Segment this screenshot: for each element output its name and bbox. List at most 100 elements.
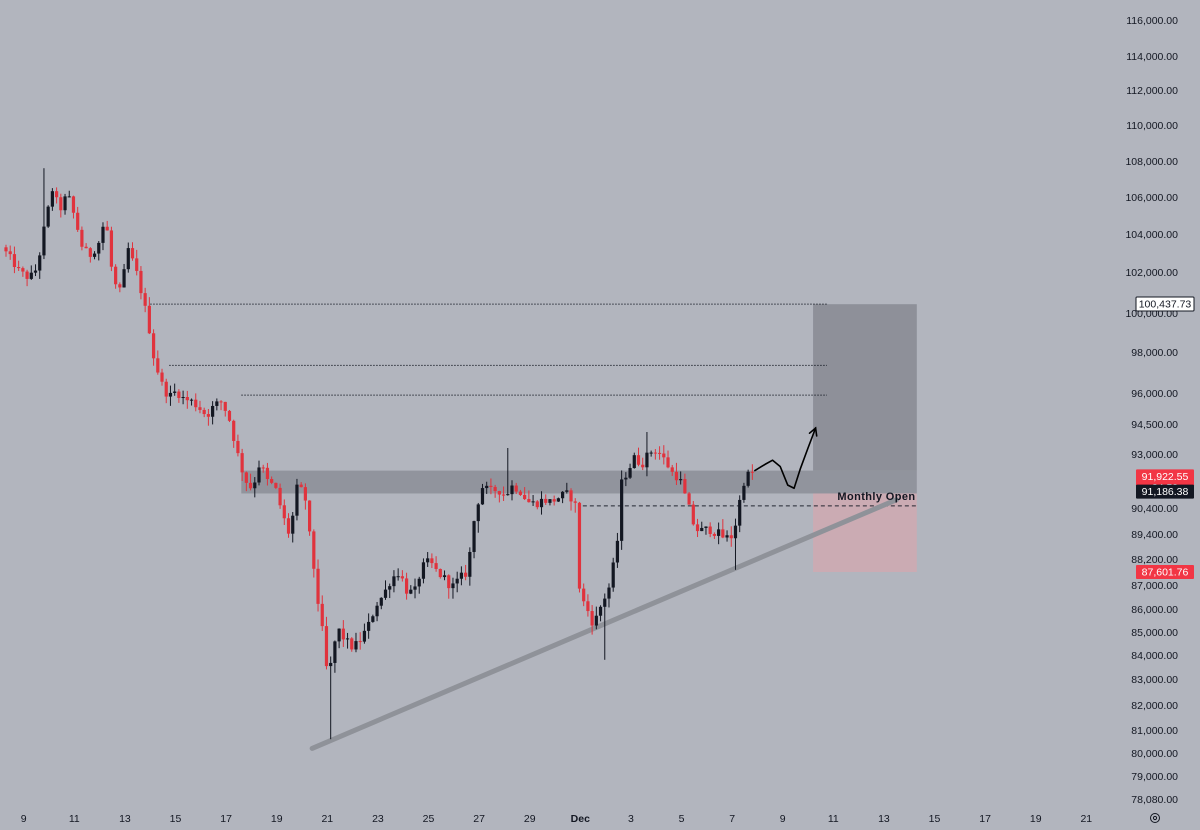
candle-body [455, 578, 459, 584]
candle [683, 473, 687, 494]
candle-body [468, 551, 472, 577]
candle-body [590, 611, 594, 626]
candle [653, 449, 657, 460]
candle-body [687, 493, 691, 505]
candle [282, 499, 286, 526]
time-tick-label: 5 [679, 813, 685, 825]
candle-body [67, 196, 71, 198]
time-tick-label: 21 [321, 813, 333, 825]
candle-body [489, 485, 493, 487]
candle [434, 556, 438, 572]
price-tick-label: 116,000.00 [1126, 15, 1178, 27]
candle-body [350, 638, 354, 650]
candle [278, 483, 282, 509]
candle-body [282, 505, 286, 519]
candle [227, 409, 232, 423]
candle [561, 491, 565, 504]
candle [261, 464, 265, 473]
candle [404, 572, 409, 600]
candle-body [316, 568, 320, 604]
candle [362, 623, 367, 644]
time-tick-label: 13 [119, 813, 131, 825]
candle-body [42, 226, 46, 256]
candle [523, 487, 527, 501]
candle [729, 526, 733, 547]
candle-body [33, 270, 38, 273]
candle [383, 580, 388, 600]
candle-body [80, 229, 84, 247]
candle [468, 547, 472, 586]
candle-body [388, 586, 392, 590]
candle-body [615, 540, 620, 563]
time-tick-label: 19 [1030, 813, 1042, 825]
candle [265, 462, 270, 486]
candle-body [565, 490, 569, 492]
candle-body [556, 498, 560, 502]
candle-body [274, 482, 278, 488]
candle-body [666, 457, 670, 468]
candle [430, 553, 434, 568]
time-axis[interactable]: 9 11 13 15 17 19 21 23 25 27 29 Dec 3 5 7 9 11 13 15 17 19 21 [21, 813, 1093, 825]
candle [202, 407, 206, 418]
monthly-open-price-badge-text: 91,186.38 [1142, 486, 1189, 498]
candle [320, 595, 324, 631]
candle-body [257, 467, 261, 483]
candle-body [173, 391, 177, 393]
monthly-open-label: Monthly Open [837, 491, 915, 503]
candle [253, 477, 257, 498]
time-tick-label: 9 [21, 813, 27, 825]
candle [312, 529, 316, 578]
candle-body [59, 197, 63, 211]
candle-body [202, 409, 206, 415]
time-tick-label: 11 [69, 813, 80, 825]
candle-body [114, 266, 118, 285]
time-tick-label: 21 [1080, 813, 1092, 825]
candle [501, 486, 506, 501]
candle-body [704, 526, 708, 528]
candle [130, 242, 135, 261]
candle [316, 559, 320, 612]
candle [476, 502, 480, 533]
candle [80, 226, 84, 251]
candle [662, 445, 666, 465]
candle [577, 501, 582, 593]
price-tick-label: 90,400.00 [1131, 503, 1178, 515]
candle-body [206, 414, 210, 417]
gear-icon[interactable] [1150, 813, 1160, 823]
candle [375, 601, 379, 622]
candle-body [628, 468, 632, 478]
candle [223, 401, 227, 417]
candle [459, 566, 463, 586]
candle [670, 464, 674, 476]
candle-body [742, 485, 746, 500]
time-tick-label: 23 [372, 813, 384, 825]
candle [244, 471, 248, 492]
candle [97, 241, 101, 261]
candle [400, 570, 404, 582]
candle-body [232, 420, 236, 441]
candle [708, 522, 712, 538]
price-axis[interactable]: 116,000.00 114,000.00 112,000.00 110,000.00… [1125, 15, 1178, 806]
candle [527, 490, 531, 503]
candle-body [130, 248, 135, 259]
candle-body [729, 535, 733, 539]
candle [341, 620, 345, 647]
candle [472, 520, 476, 559]
candle-body [459, 572, 463, 579]
candle [177, 389, 181, 403]
price-badges: 100,437.7391,922.5524:5991,186.3887,601.… [1135, 296, 1195, 579]
price-tick-label: 84,000.00 [1131, 650, 1178, 662]
candle [628, 463, 632, 479]
candle-body [143, 293, 147, 306]
candle [451, 577, 455, 599]
candle-body [464, 572, 468, 577]
monthly-open-price-badge: 91,186.38 [1136, 484, 1194, 499]
candle-body [480, 488, 485, 505]
candle-body [21, 268, 25, 272]
candle [556, 497, 560, 502]
candle-body [156, 358, 160, 373]
candle-body [278, 487, 282, 506]
candle-body [198, 407, 202, 410]
